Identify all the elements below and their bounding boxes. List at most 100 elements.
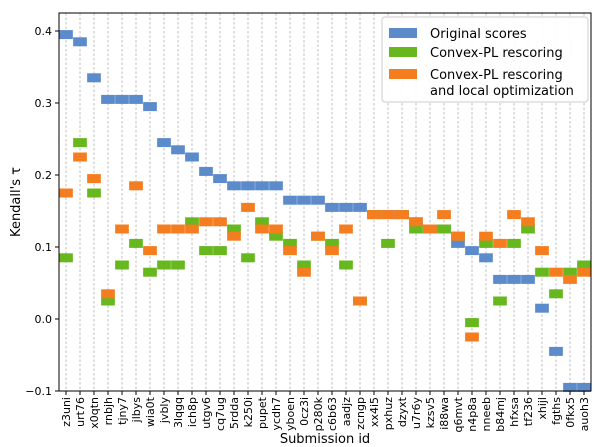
chart-marks [59, 30, 591, 392]
mark-s3-0fkx5 [563, 274, 577, 284]
x-tick-label-tjny7: tjny7 [116, 397, 129, 425]
mark-s1-tjny7 [115, 94, 129, 104]
mark-s2-k250i [241, 253, 255, 263]
mark-s2-auoh3 [577, 260, 591, 270]
mark-s3-i88wa [437, 210, 451, 220]
x-tick-label-i88wa: i88wa [438, 397, 451, 430]
mark-s1-jvbly [157, 138, 171, 148]
mark-s1-auoh3 [577, 382, 591, 392]
mark-s2-5rdda [227, 224, 241, 234]
mark-s2-jvbly [157, 260, 171, 270]
mark-s3-yboen [283, 246, 297, 256]
mark-s2-fgths [549, 289, 563, 299]
mark-s1-0cz3i [297, 195, 311, 205]
x-tick-label-yboen: yboen [284, 397, 297, 431]
x-tick-label-nneeb: nneeb [480, 397, 493, 431]
x-tick-label-3lqgq: 3lqgq [172, 397, 185, 428]
mark-s3-wia0t [143, 246, 157, 256]
mark-s2-pxhuz [381, 238, 395, 248]
y-tick-label: 0.4 [35, 25, 53, 38]
x-tick-label-dzyxt: dzyxt [396, 396, 409, 427]
x-tick-label-zcngp: zcngp [354, 397, 367, 430]
mark-s1-q6mvt [451, 238, 465, 248]
x-tick-label-n4p8a: n4p8a [466, 397, 479, 432]
mark-s1-ycdh7 [269, 181, 283, 191]
mark-s1-x0qtn [87, 73, 101, 83]
mark-s3-ich8p [185, 224, 199, 234]
mark-s2-nneeb [479, 238, 493, 248]
mark-s1-nneeb [479, 253, 493, 263]
legend-label-2: Convex-PL rescoring [430, 46, 563, 61]
x-tick-label-ycdh7: ycdh7 [270, 397, 283, 431]
mark-s2-c6b63 [325, 238, 339, 248]
mark-s1-zcngp [353, 202, 367, 212]
mark-s1-0fkx5 [563, 382, 577, 392]
mark-s3-b84mj [493, 238, 507, 248]
legend-label-1: Original scores [430, 27, 527, 42]
mark-s3-cq7ug [213, 217, 227, 227]
x-tick-label-urt76: urt76 [74, 397, 87, 427]
mark-s1-p280k [311, 195, 325, 205]
mark-s1-pupet [255, 181, 269, 191]
mark-s2-ycdh7 [269, 231, 283, 241]
mark-s1-n4p8a [465, 246, 479, 256]
mark-s1-wia0t [143, 102, 157, 112]
mark-s1-hfxsa [507, 274, 521, 284]
x-tick-label-p280k: p280k [312, 396, 325, 431]
mark-s3-jlbys [129, 181, 143, 191]
mark-s3-jvbly [157, 224, 171, 234]
mark-s1-z3uni [59, 30, 73, 40]
x-tick-label-rnbjh: rnbjh [102, 397, 115, 425]
x-axis-title: Submission id [280, 432, 370, 447]
mark-s2-z3uni [59, 253, 73, 263]
x-tick-label-0fkx5: 0fkx5 [564, 397, 577, 428]
y-tick-label: 0.1 [35, 241, 53, 254]
mark-s1-utgv6 [199, 166, 213, 176]
mark-s3-pxhuz [381, 210, 395, 220]
legend: Original scores Convex-PL rescoring Convex… [381, 16, 589, 103]
mark-s2-rnbjh [101, 296, 115, 306]
y-tick-label: 0.2 [35, 169, 53, 182]
legend-swatch-3 [389, 69, 417, 79]
legend-swatch-1 [389, 28, 417, 38]
mark-s2-hfxsa [507, 238, 521, 248]
mark-s2-n4p8a [465, 318, 479, 328]
mark-s2-0cz3i [297, 260, 311, 270]
x-tick-label-hfxsa: hfxsa [508, 397, 521, 427]
x-axis: z3uni urt76 x0qtn rnbjh tjny7 jlbys wia0t jvbly… [60, 391, 591, 433]
mark-s3-aadjz [339, 224, 353, 234]
mark-s3-x0qtn [87, 174, 101, 184]
mark-s2-x0qtn [87, 188, 101, 198]
mark-s1-aadjz [339, 202, 353, 212]
x-tick-label-5rdda: 5rdda [228, 397, 241, 429]
mark-s3-rnbjh [101, 289, 115, 299]
x-tick-label-tf236: tf236 [522, 397, 535, 426]
mark-s3-5rdda [227, 231, 241, 241]
mark-s2-jlbys [129, 238, 143, 248]
mark-s1-xhijl [535, 303, 549, 313]
y-axis: −0.1 0.0 0.1 0.2 0.3 0.4 [25, 25, 59, 398]
mark-s3-0cz3i [297, 267, 311, 277]
mark-s3-hfxsa [507, 210, 521, 220]
mark-s3-z3uni [59, 188, 73, 198]
mark-s2-xhijl [535, 267, 549, 277]
x-tick-label-c6b63: c6b63 [326, 397, 339, 431]
x-tick-label-xhijl: xhijl [536, 397, 549, 420]
mark-s3-n4p8a [465, 332, 479, 342]
mark-s3-c6b63 [325, 246, 339, 256]
mark-s2-u7r6y [409, 224, 423, 234]
mark-s1-5rdda [227, 181, 241, 191]
mark-s3-urt76 [73, 152, 87, 162]
x-tick-label-aadjz: aadjz [340, 397, 353, 427]
mark-s3-p280k [311, 231, 325, 241]
x-tick-label-jlbys: jlbys [130, 397, 143, 424]
mark-s2-cq7ug [213, 246, 227, 256]
x-tick-label-u7r6y: u7r6y [410, 397, 423, 429]
mark-s3-kzsv5 [423, 224, 437, 234]
x-tick-label-utgv6: utgv6 [200, 397, 213, 429]
mark-s1-rnbjh [101, 94, 115, 104]
mark-s1-tf236 [521, 274, 535, 284]
x-tick-label-pupet: pupet [256, 396, 269, 429]
mark-s3-tf236 [521, 217, 535, 227]
x-tick-label-z3uni: z3uni [60, 397, 73, 427]
